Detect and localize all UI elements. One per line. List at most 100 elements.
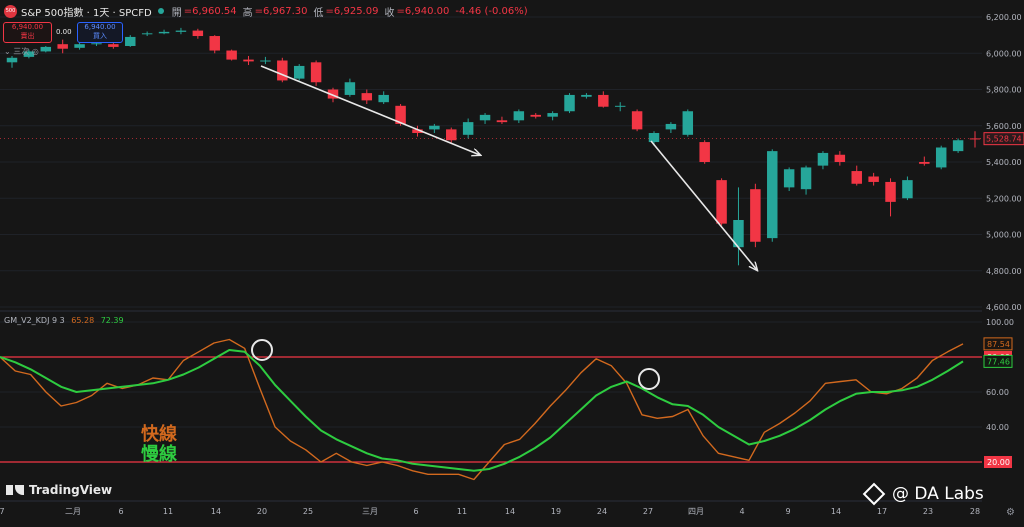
chevron-down-icon[interactable]: ⌄ <box>4 47 11 56</box>
mini-toolbar[interactable]: ⌄ 三次 ◎ <box>4 46 39 57</box>
candle-body <box>108 44 119 47</box>
time-tick-label: 27 <box>643 507 653 516</box>
price-tick-label: 5,200.00 <box>986 194 1022 203</box>
price-tick-label: 6,000.00 <box>986 49 1022 58</box>
kdj-d-line <box>0 349 964 472</box>
time-tick-label: 28 <box>970 507 980 516</box>
candle <box>108 42 119 49</box>
candle <box>699 140 710 164</box>
time-tick-label: 25 <box>303 507 313 516</box>
candle <box>868 172 879 186</box>
candle <box>581 93 592 99</box>
candle <box>716 178 727 226</box>
candle-body <box>74 44 85 48</box>
time-tick-label: 24 <box>597 507 607 516</box>
mini-label: 三次 <box>13 47 30 56</box>
kdj-band-label: 20.00 <box>987 458 1010 467</box>
change-value: -4.46 (-0.06%) <box>455 5 528 17</box>
time-tick-label: 四月 <box>688 507 704 516</box>
price-tick-label: 5,400.00 <box>986 158 1022 167</box>
candle <box>412 125 423 137</box>
candle <box>209 35 220 54</box>
candle <box>243 55 254 66</box>
kdj-name: GM_V2_KDJ 9 3 <box>4 316 65 325</box>
candle <box>429 123 440 133</box>
candle-body <box>293 65 305 79</box>
candle <box>902 176 913 201</box>
candle <box>767 149 778 242</box>
candle-body <box>665 123 677 130</box>
candle-body <box>547 113 558 117</box>
candle-body <box>361 93 373 101</box>
candle-body <box>158 31 170 34</box>
candle <box>817 151 829 170</box>
candle-body <box>716 180 727 224</box>
gear-icon[interactable]: ⚙ <box>1006 507 1015 518</box>
close-value: =6,940.00 <box>396 5 450 17</box>
candle <box>564 93 575 114</box>
candle <box>344 78 356 97</box>
candle-body <box>783 169 795 188</box>
low-label: 低 <box>313 7 324 19</box>
buy-price: 6,940.00 <box>84 23 116 31</box>
candle-body <box>919 162 930 164</box>
time-tick-label: 17 <box>877 507 887 516</box>
candle-body <box>564 94 575 112</box>
kdj-header[interactable]: GM_V2_KDJ 9 3 65.28 72.39 <box>4 316 124 325</box>
candle <box>378 91 389 104</box>
price-axis-bg <box>982 0 1024 523</box>
candle-body <box>378 94 389 103</box>
candle <box>530 113 541 119</box>
candle <box>665 122 677 133</box>
sell-button[interactable]: 6,940.00 賣出 <box>3 22 52 43</box>
candle-body <box>699 142 710 162</box>
candle-body <box>851 171 862 184</box>
da-labs-diamond-icon <box>862 482 886 506</box>
time-tick-label: 7 <box>0 507 5 516</box>
symbol-title[interactable]: S&P 500指數 · 1天 · SPCFD <box>21 7 152 19</box>
buy-button[interactable]: 6,940.00 買入 <box>77 22 123 43</box>
candle-body <box>513 111 525 121</box>
candle-body <box>496 120 508 123</box>
candle-body <box>57 44 68 49</box>
candle <box>733 187 744 266</box>
candle-body <box>141 33 153 35</box>
candle <box>277 57 288 83</box>
candle <box>192 28 204 39</box>
kdj-k-value: 65.28 <box>71 316 95 325</box>
trend-arrow <box>650 140 757 270</box>
candle-body <box>6 57 18 63</box>
time-tick-label: 19 <box>551 507 561 516</box>
price-tick-label: 6,200.00 <box>986 13 1022 22</box>
candle-body <box>817 152 829 166</box>
candle-body <box>260 60 271 62</box>
candle <box>750 183 761 248</box>
candle-body <box>598 94 609 107</box>
candle-body <box>767 151 778 239</box>
candle-body <box>91 43 102 45</box>
tradingview-logo[interactable]: TradingView <box>6 483 112 497</box>
market-status-dot-icon <box>157 8 164 14</box>
candle <box>851 165 862 186</box>
candle <box>631 109 643 132</box>
candle-body <box>327 89 339 99</box>
candle-body <box>581 94 592 97</box>
kdj-d-value: 72.39 <box>100 316 124 325</box>
candle-body <box>395 105 406 124</box>
candle <box>361 89 373 104</box>
kdj-d-last-label: 77.46 <box>987 357 1010 366</box>
candle <box>226 49 237 61</box>
candle <box>682 109 694 137</box>
candle <box>260 56 271 65</box>
eye-icon[interactable]: ◎ <box>31 47 39 56</box>
time-tick-label: 14 <box>211 507 221 516</box>
candle <box>446 127 457 144</box>
price-tick-label: 4,600.00 <box>986 303 1022 312</box>
candle <box>57 39 68 54</box>
candle <box>6 55 18 68</box>
candle-body <box>23 51 35 57</box>
spread-value: 0.00 <box>56 28 72 36</box>
candle <box>598 91 609 108</box>
high-label: 高 <box>242 7 253 19</box>
